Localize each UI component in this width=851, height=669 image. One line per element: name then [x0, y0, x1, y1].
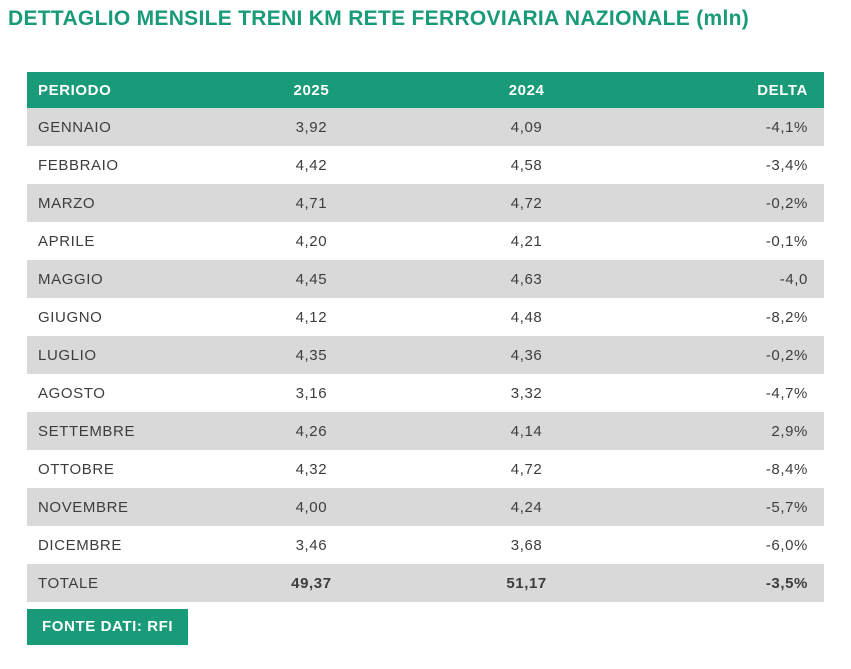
table-row: NOVEMBRE 4,00 4,24 -5,7%	[27, 488, 824, 526]
column-header-periodo: PERIODO	[27, 72, 203, 108]
cell-periodo: AGOSTO	[27, 374, 203, 412]
table-row: LUGLIO 4,35 4,36 -0,2%	[27, 336, 824, 374]
page-title: DETTAGLIO MENSILE TRENI KM RETE FERROVIA…	[8, 7, 750, 30]
cell-y2024: 51,17	[425, 564, 633, 602]
cell-y2024: 4,72	[425, 184, 633, 222]
cell-periodo: LUGLIO	[27, 336, 203, 374]
cell-y2025: 4,45	[202, 260, 426, 298]
cell-delta: -5,7%	[632, 488, 824, 526]
column-header-delta: DELTA	[632, 72, 824, 108]
cell-delta: -4,0	[632, 260, 824, 298]
cell-y2025: 3,92	[202, 108, 426, 146]
table-row: SETTEMBRE 4,26 4,14 2,9%	[27, 412, 824, 450]
cell-y2025: 4,00	[202, 488, 426, 526]
cell-delta: -0,1%	[632, 222, 824, 260]
cell-y2024: 4,24	[425, 488, 633, 526]
cell-y2024: 3,68	[425, 526, 633, 564]
table-row: APRILE 4,20 4,21 -0,1%	[27, 222, 824, 260]
cell-delta: -0,2%	[632, 184, 824, 222]
cell-periodo: GENNAIO	[27, 108, 203, 146]
table-row: MAGGIO 4,45 4,63 -4,0	[27, 260, 824, 298]
table-row: GENNAIO 3,92 4,09 -4,1%	[27, 108, 824, 146]
cell-periodo: OTTOBRE	[27, 450, 203, 488]
cell-periodo: MARZO	[27, 184, 203, 222]
cell-delta: -4,7%	[632, 374, 824, 412]
cell-delta: -3,4%	[632, 146, 824, 184]
cell-delta: -6,0%	[632, 526, 824, 564]
table-row: GIUGNO 4,12 4,48 -8,2%	[27, 298, 824, 336]
cell-y2025: 3,16	[202, 374, 426, 412]
cell-y2024: 3,32	[425, 374, 633, 412]
table-body: GENNAIO 3,92 4,09 -4,1% FEBBRAIO 4,42 4,58 -3,4…	[27, 108, 824, 602]
cell-y2025: 4,20	[202, 222, 426, 260]
cell-delta: -0,2%	[632, 336, 824, 374]
table-total-row: TOTALE 49,37 51,17 -3,5%	[27, 564, 824, 602]
cell-y2025: 4,71	[202, 184, 426, 222]
cell-y2024: 4,09	[425, 108, 633, 146]
table-row: OTTOBRE 4,32 4,72 -8,4%	[27, 450, 824, 488]
table-row: MARZO 4,71 4,72 -0,2%	[27, 184, 824, 222]
cell-y2024: 4,14	[425, 412, 633, 450]
table-header: PERIODO 2025 2024 DELTA	[27, 72, 824, 108]
cell-periodo: SETTEMBRE	[27, 412, 203, 450]
monthly-train-km-table: PERIODO 2025 2024 DELTA GENNAIO 3,92 4,09 -4,1…	[27, 72, 824, 602]
cell-periodo: GIUGNO	[27, 298, 203, 336]
table-row: DICEMBRE 3,46 3,68 -6,0%	[27, 526, 824, 564]
cell-y2025: 4,26	[202, 412, 426, 450]
table-row: FEBBRAIO 4,42 4,58 -3,4%	[27, 146, 824, 184]
cell-delta: -3,5%	[632, 564, 824, 602]
cell-delta: -8,2%	[632, 298, 824, 336]
cell-y2025: 4,12	[202, 298, 426, 336]
column-header-y2024: 2024	[425, 72, 633, 108]
cell-y2025: 49,37	[202, 564, 426, 602]
cell-periodo: DICEMBRE	[27, 526, 203, 564]
cell-y2024: 4,58	[425, 146, 633, 184]
cell-y2025: 4,35	[202, 336, 426, 374]
cell-y2024: 4,21	[425, 222, 633, 260]
cell-periodo: NOVEMBRE	[27, 488, 203, 526]
table-header-row: PERIODO 2025 2024 DELTA	[27, 72, 824, 108]
cell-y2024: 4,36	[425, 336, 633, 374]
cell-y2024: 4,48	[425, 298, 633, 336]
cell-y2025: 4,32	[202, 450, 426, 488]
cell-periodo: FEBBRAIO	[27, 146, 203, 184]
cell-y2024: 4,63	[425, 260, 633, 298]
cell-y2025: 3,46	[202, 526, 426, 564]
table-row: AGOSTO 3,16 3,32 -4,7%	[27, 374, 824, 412]
cell-y2025: 4,42	[202, 146, 426, 184]
cell-periodo: APRILE	[27, 222, 203, 260]
column-header-y2025: 2025	[202, 72, 426, 108]
cell-periodo: TOTALE	[27, 564, 203, 602]
cell-periodo: MAGGIO	[27, 260, 203, 298]
source-badge: FONTE DATI: RFI	[27, 609, 189, 645]
cell-delta: -4,1%	[632, 108, 824, 146]
cell-y2024: 4,72	[425, 450, 633, 488]
cell-delta: -8,4%	[632, 450, 824, 488]
cell-delta: 2,9%	[632, 412, 824, 450]
